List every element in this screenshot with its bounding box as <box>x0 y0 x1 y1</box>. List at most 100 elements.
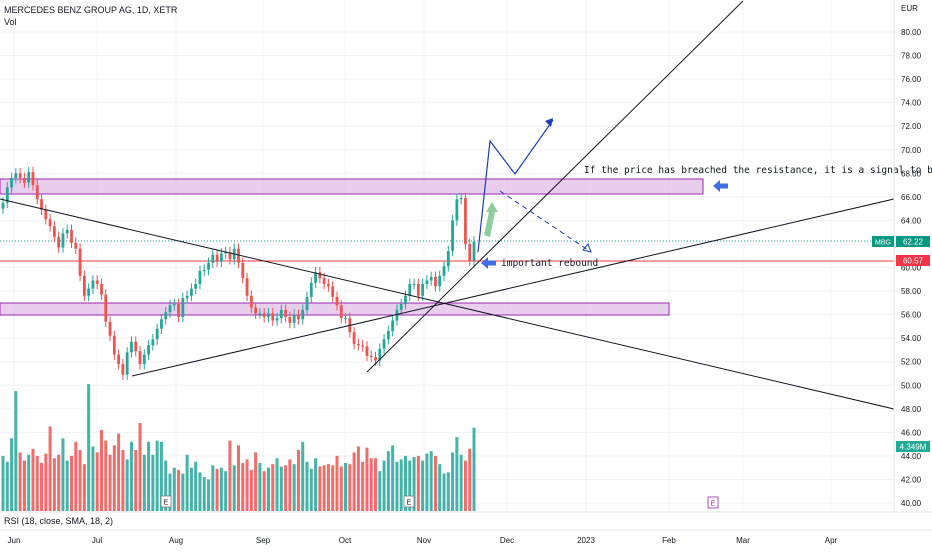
candle-body <box>288 316 292 323</box>
candle-body <box>78 248 82 276</box>
volume-bar <box>44 453 48 511</box>
candle-body <box>185 295 189 299</box>
volume-bar <box>52 458 56 511</box>
price-tick-label: 74.00 <box>901 99 922 108</box>
volume-bar <box>275 458 279 511</box>
volume-bar <box>74 441 78 511</box>
price-tick-label: 64.00 <box>901 216 922 225</box>
volume-bar <box>215 468 219 511</box>
trendline-lower-ascending[interactable] <box>131 198 895 377</box>
volume-bar <box>207 479 211 511</box>
volume-bar <box>108 454 112 511</box>
volume-bar <box>279 466 283 511</box>
volume-bar <box>374 458 378 511</box>
candle-body <box>459 198 463 200</box>
candle-body <box>138 351 142 365</box>
volume-bar <box>425 453 429 511</box>
support-zone[interactable] <box>0 302 670 316</box>
volume-bar <box>266 467 270 511</box>
volume-bar <box>61 438 65 511</box>
candle-body <box>168 305 172 313</box>
price-tick-label: 46.00 <box>901 428 922 437</box>
volume-bar <box>314 458 318 511</box>
candle-body <box>112 335 116 355</box>
volume-bar <box>378 471 382 511</box>
candle-body <box>228 252 232 260</box>
price-axis[interactable]: EUR 80.00 78.00 76.00 74.00 72.00 70.00 68.00 6… <box>893 0 922 512</box>
candle-body <box>121 364 125 375</box>
candle-body <box>95 280 99 284</box>
event-marker-earnings-3[interactable]: E <box>707 496 719 509</box>
event-marker-label: E <box>711 501 716 508</box>
candle-body <box>309 282 313 297</box>
volume-bar <box>151 454 155 511</box>
candle-body <box>181 298 185 317</box>
volume-bar <box>40 462 44 511</box>
candle-body <box>65 229 69 234</box>
volume-bar <box>391 445 395 511</box>
rsi-indicator-label[interactable]: RSI (18, close, SMA, 18, 2) <box>4 516 114 526</box>
candle-body <box>416 283 420 296</box>
candle-body <box>421 283 425 296</box>
time-tick-label: Mar <box>736 536 750 545</box>
candle-body <box>241 262 245 279</box>
volume-bar <box>14 391 18 511</box>
price-tick-label: 52.00 <box>901 358 922 367</box>
event-marker-earnings-1[interactable]: E <box>160 495 172 508</box>
candle-body <box>451 220 454 252</box>
volume-bar <box>31 448 35 511</box>
volume-bar <box>451 452 455 511</box>
volume-bar <box>237 445 240 511</box>
arrow-left-resistance-icon[interactable] <box>713 180 728 192</box>
projection-path[interactable] <box>477 119 554 253</box>
candle-body <box>352 332 356 345</box>
volume-bar <box>399 459 403 511</box>
volume-bar <box>403 455 407 511</box>
candle-body <box>194 283 198 289</box>
candle-body <box>108 321 112 336</box>
volume-bar <box>181 473 185 511</box>
time-axis[interactable]: Jun Jul Aug Sep Oct Nov Dec 2023 Feb Mar Apr <box>8 536 838 545</box>
candle-body <box>258 313 262 315</box>
candle-body <box>87 288 91 296</box>
volume-bar <box>164 460 168 511</box>
candle-body <box>434 276 437 287</box>
volume-bar <box>262 471 266 511</box>
volume-bar <box>177 470 181 511</box>
candle-body <box>438 275 442 287</box>
price-tick-label: 70.00 <box>901 146 922 155</box>
candle-body <box>425 280 429 284</box>
trendline-steep-ascending[interactable] <box>366 0 744 373</box>
candle-body <box>61 233 65 248</box>
volume-bar <box>134 450 138 511</box>
candle-body <box>142 354 146 365</box>
volume-bar <box>352 452 356 511</box>
volume-bar <box>245 459 249 511</box>
candle-body <box>404 295 407 305</box>
event-marker-earnings-2[interactable]: E <box>403 495 415 508</box>
resistance-zone[interactable] <box>0 178 704 195</box>
volume-bar <box>95 452 99 511</box>
candle-body <box>472 241 476 261</box>
time-tick-label: Jun <box>8 536 21 545</box>
volume-bar <box>104 440 108 511</box>
candle-body <box>35 185 39 200</box>
rebound-annotation[interactable]: important rebound <box>501 258 598 269</box>
arrow-left-rebound-icon[interactable] <box>481 257 496 269</box>
candle-body <box>399 304 403 310</box>
buy-signal-annotation[interactable]: If the price has breached the resistance… <box>584 165 932 176</box>
green-up-arrow[interactable] <box>484 202 498 237</box>
trendline-upper-descending[interactable] <box>0 198 895 410</box>
candle-body <box>40 199 43 210</box>
chart-legend: MERCEDES BENZ GROUP AG, 1D, XETR Vol <box>4 4 177 28</box>
candle-body <box>395 309 399 321</box>
volume-bar <box>296 450 300 511</box>
candle-body <box>267 313 270 317</box>
symbol-line[interactable]: MERCEDES BENZ GROUP AG, 1D, XETR <box>4 5 178 15</box>
volume-bar <box>258 462 262 511</box>
price-tick-label: 58.00 <box>901 287 922 296</box>
volume-bar <box>57 454 61 511</box>
volume-label[interactable]: Vol <box>4 17 17 27</box>
